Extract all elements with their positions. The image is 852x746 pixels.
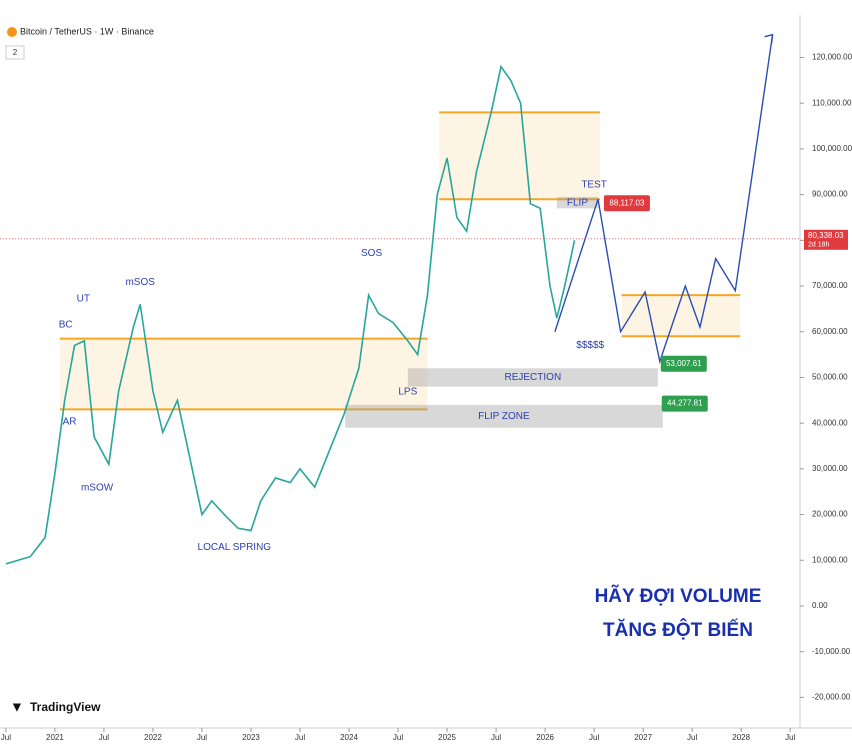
x-tick-label: Jul xyxy=(491,733,501,742)
zone xyxy=(439,112,600,200)
y-tick-label: 20,000.00 xyxy=(812,510,848,519)
annotation: AR xyxy=(63,416,77,427)
y-tick-label: 50,000.00 xyxy=(812,373,848,382)
zone-label: REJECTION xyxy=(505,372,562,383)
zone xyxy=(59,338,428,410)
x-tick-label: Jul xyxy=(197,733,207,742)
zone xyxy=(621,295,741,337)
annotation: mSOS xyxy=(125,277,155,288)
price-label: 44,277.81 xyxy=(667,399,703,408)
annotation: SOS xyxy=(361,248,382,259)
y-tick-label: 90,000.00 xyxy=(812,190,848,199)
x-tick-label: 2022 xyxy=(144,733,162,742)
current-price-label: 80,338.03 xyxy=(808,231,844,240)
y-tick-label: 60,000.00 xyxy=(812,327,848,336)
coin-icon xyxy=(7,27,17,37)
projection-line xyxy=(554,34,774,365)
x-tick-label: Jul xyxy=(687,733,697,742)
brand-logo: ▼ xyxy=(10,699,24,715)
y-tick-label: -20,000.00 xyxy=(812,692,851,701)
zone-label: FLIP ZONE xyxy=(478,411,530,422)
x-tick-label: Jul xyxy=(589,733,599,742)
x-tick-label: Jul xyxy=(295,733,305,742)
price-label: 88,117.03 xyxy=(609,198,645,207)
x-tick-label: Jul xyxy=(99,733,109,742)
x-tick-label: 2024 xyxy=(340,733,358,742)
x-tick-label: Jul xyxy=(785,733,795,742)
collapse-button[interactable] xyxy=(5,45,25,60)
annotation: $$$$$ xyxy=(576,340,604,351)
gray-zone xyxy=(556,196,599,209)
gray-zone xyxy=(345,404,663,428)
x-tick-label: 2021 xyxy=(46,733,64,742)
zone-label: FLIP xyxy=(567,197,588,208)
y-tick-label: 70,000.00 xyxy=(812,281,848,290)
y-tick-label: 110,000.00 xyxy=(812,98,852,107)
price-label: 53,007.61 xyxy=(666,359,702,368)
y-tick-label: 100,000.00 xyxy=(812,144,852,153)
x-tick-label: Jul xyxy=(1,733,11,742)
countdown: 2d 18h xyxy=(808,242,830,249)
price-line xyxy=(5,64,576,565)
annotation: mSOW xyxy=(81,483,114,494)
x-tick-label: 2027 xyxy=(634,733,652,742)
x-tick-label: 2025 xyxy=(438,733,456,742)
y-tick-label: 0.00 xyxy=(812,601,828,610)
indicator-count: 2 xyxy=(13,48,18,57)
annotation: LOCAL SPRING xyxy=(198,542,272,553)
x-tick-label: 2023 xyxy=(242,733,260,742)
x-tick-label: 2028 xyxy=(732,733,750,742)
overlay-text: TĂNG ĐỘT BIẾN xyxy=(603,619,753,641)
projection-arrowhead xyxy=(764,33,774,44)
x-tick-label: 2026 xyxy=(536,733,554,742)
y-tick-label: 10,000.00 xyxy=(812,555,848,564)
y-tick-label: -10,000.00 xyxy=(812,647,851,656)
price-label-box xyxy=(661,395,708,412)
y-tick-label: 30,000.00 xyxy=(812,464,848,473)
current-price-box xyxy=(804,229,848,250)
price-label-box xyxy=(603,195,650,212)
y-tick-label: 40,000.00 xyxy=(812,418,848,427)
annotation: TEST xyxy=(581,180,607,191)
gray-zone xyxy=(407,368,658,387)
y-tick-label: 120,000.00 xyxy=(812,53,852,62)
annotation: BC xyxy=(59,320,73,331)
x-tick-label: Jul xyxy=(393,733,403,742)
annotation: UT xyxy=(77,293,90,304)
price-label-box xyxy=(660,355,707,372)
annotation: LPS xyxy=(398,387,417,398)
chart-title: Bitcoin / TetherUS · 1W · Binance xyxy=(20,26,154,36)
overlay-text: HÃY ĐỢI VOLUME xyxy=(595,585,762,607)
brand: TradingView xyxy=(30,700,101,714)
